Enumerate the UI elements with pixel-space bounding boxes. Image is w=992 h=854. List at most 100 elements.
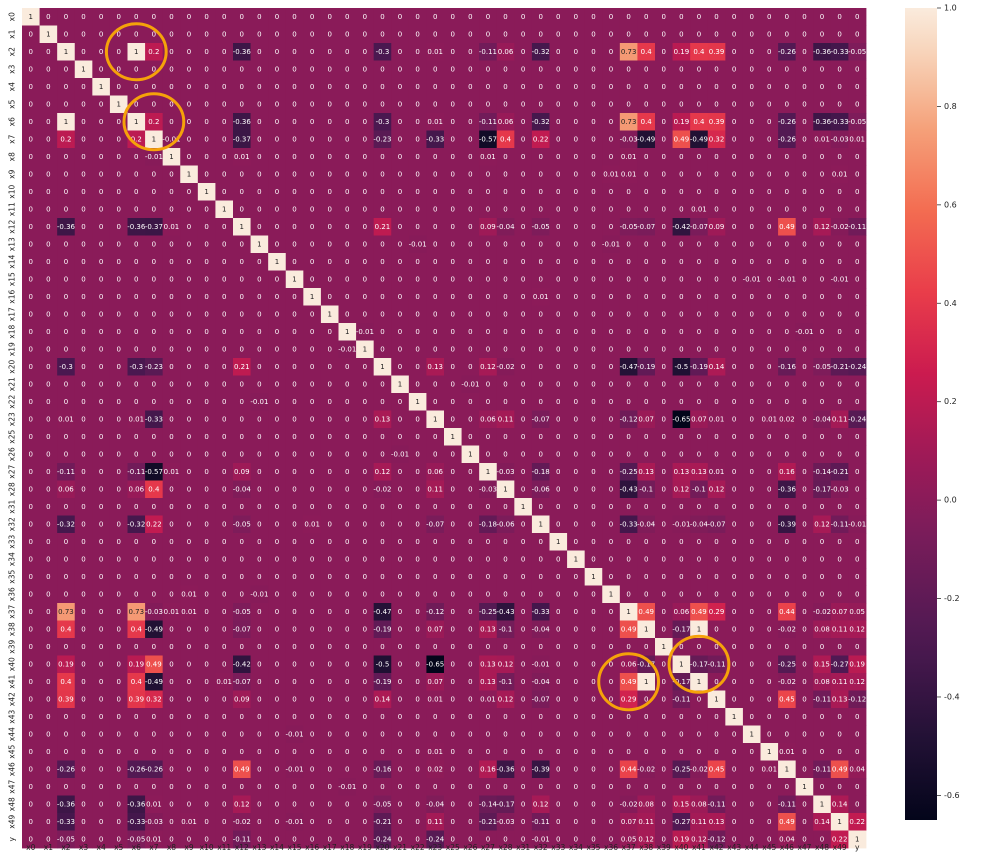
cell-value-label: 0 <box>345 83 349 91</box>
cell-value-label: 0 <box>240 13 244 21</box>
cell-value-label: -0.11 <box>831 520 849 528</box>
cell-value-label: 0 <box>574 713 578 721</box>
cell-value-label: 0 <box>99 415 103 423</box>
cell-value-label: 0 <box>556 730 560 738</box>
cell-value-label: 0 <box>591 800 595 808</box>
cell-value-label: 0 <box>802 118 806 126</box>
cell-value-label: 0 <box>345 13 349 21</box>
row-tick-label: x43 <box>8 710 17 724</box>
cell-value-label: -0.01 <box>338 783 356 791</box>
cell-value-label: 0.32 <box>146 695 162 703</box>
cell-value-label: 0 <box>785 380 789 388</box>
cell-value-label: 0 <box>275 730 279 738</box>
cell-value-label: 0 <box>116 590 120 598</box>
cell-value-label: 0 <box>204 555 208 563</box>
cell-value-label: 0 <box>855 258 859 266</box>
cell-value-label: 0 <box>521 608 525 616</box>
cell-value-label: 0 <box>503 100 507 108</box>
cell-value-label: 0 <box>749 765 753 773</box>
cell-value-label: 0 <box>64 345 68 353</box>
column-tick-label: x26 <box>463 843 477 852</box>
heatmap-cell <box>848 113 867 131</box>
cell-value-label: -0.33 <box>145 415 163 423</box>
cell-value-label: 0.4 <box>60 678 72 686</box>
cell-value-label: 0 <box>556 363 560 371</box>
cell-value-label: 0 <box>609 643 613 651</box>
heatmap-cell <box>197 148 216 166</box>
cell-value-label: 0 <box>451 135 455 143</box>
cell-value-label: 0 <box>187 730 191 738</box>
cell-value-label: 0 <box>697 293 701 301</box>
cell-value-label: 0 <box>468 783 472 791</box>
cell-value-label: 0 <box>433 310 437 318</box>
cell-value-label: 0 <box>152 188 156 196</box>
cell-value-label: 0 <box>468 485 472 493</box>
cell-value-label: 0 <box>802 293 806 301</box>
heatmap-cell <box>373 43 392 61</box>
cell-value-label: 0 <box>187 380 191 388</box>
cell-value-label: 0.08 <box>814 678 830 686</box>
cell-value-label: 0 <box>257 625 261 633</box>
cell-value-label: 0 <box>451 30 455 38</box>
cell-value-label: 0 <box>556 573 560 581</box>
cell-value-label: 0 <box>679 258 683 266</box>
cell-value-label: 0.08 <box>814 625 830 633</box>
cell-value-label: 0 <box>697 345 701 353</box>
cell-value-label: 0 <box>451 153 455 161</box>
cell-value-label: 0 <box>204 485 208 493</box>
cell-value-label: 0 <box>468 293 472 301</box>
cell-value-label: 0 <box>363 65 367 73</box>
cell-value-label: 0 <box>451 48 455 56</box>
cell-value-label: 0 <box>204 345 208 353</box>
cell-value-label: 0 <box>785 170 789 178</box>
cell-value-label: 0 <box>732 83 736 91</box>
cell-value-label: -0.02 <box>496 363 514 371</box>
cell-value-label: 0 <box>538 13 542 21</box>
cell-value-label: 0 <box>662 433 666 441</box>
cell-value-label: 0 <box>46 170 50 178</box>
cell-value-label: 0 <box>468 800 472 808</box>
cell-value-label: 0 <box>64 433 68 441</box>
heatmap-cell <box>162 78 181 96</box>
cell-value-label: 0 <box>187 65 191 73</box>
cell-value-label: 0 <box>697 538 701 546</box>
cell-value-label: -0.01 <box>285 765 303 773</box>
cell-value-label: 0 <box>204 608 208 616</box>
cell-value-label: 0 <box>398 83 402 91</box>
cell-value-label: 0 <box>468 13 472 21</box>
cell-value-label: -0.36 <box>57 223 76 231</box>
cell-value-label: 0 <box>222 240 226 248</box>
cell-value-label: 0 <box>521 345 525 353</box>
cell-value-label: 0 <box>538 730 542 738</box>
cell-value-label: 0 <box>292 188 296 196</box>
cell-value-label: 0 <box>486 205 490 213</box>
cell-value-label: 0.11 <box>832 678 848 686</box>
cell-value-label: 0.12 <box>533 800 549 808</box>
cell-value-label: 0 <box>767 223 771 231</box>
cell-value-label: 0 <box>257 170 261 178</box>
cell-value-label: -0.5 <box>675 363 689 371</box>
cell-value-label: 0 <box>363 800 367 808</box>
heatmap-cell <box>180 78 199 96</box>
cell-value-label: 0 <box>415 100 419 108</box>
heatmap-cell <box>92 25 111 44</box>
cell-value-label: 0 <box>345 625 349 633</box>
cell-value-label: 0 <box>749 748 753 756</box>
cell-value-label: 0 <box>556 118 560 126</box>
cell-value-label: 0 <box>662 240 666 248</box>
cell-value-label: 0 <box>29 748 33 756</box>
column-tick-label: x25 <box>446 843 460 852</box>
cell-value-label: 0 <box>662 678 666 686</box>
cell-value-label: 0 <box>204 118 208 126</box>
cell-value-label: 0 <box>310 800 314 808</box>
cell-value-label: 0 <box>327 48 331 56</box>
heatmap-cell <box>672 25 691 44</box>
heatmap-cell <box>778 95 797 114</box>
cell-value-label: -0.19 <box>690 363 708 371</box>
heatmap-cell <box>760 60 779 79</box>
cell-value-label: 0 <box>767 538 771 546</box>
cell-value-label: 0 <box>415 555 419 563</box>
cell-value-label: 0 <box>222 345 226 353</box>
cell-value-label: 0 <box>697 170 701 178</box>
cell-value-label: 0 <box>609 415 613 423</box>
